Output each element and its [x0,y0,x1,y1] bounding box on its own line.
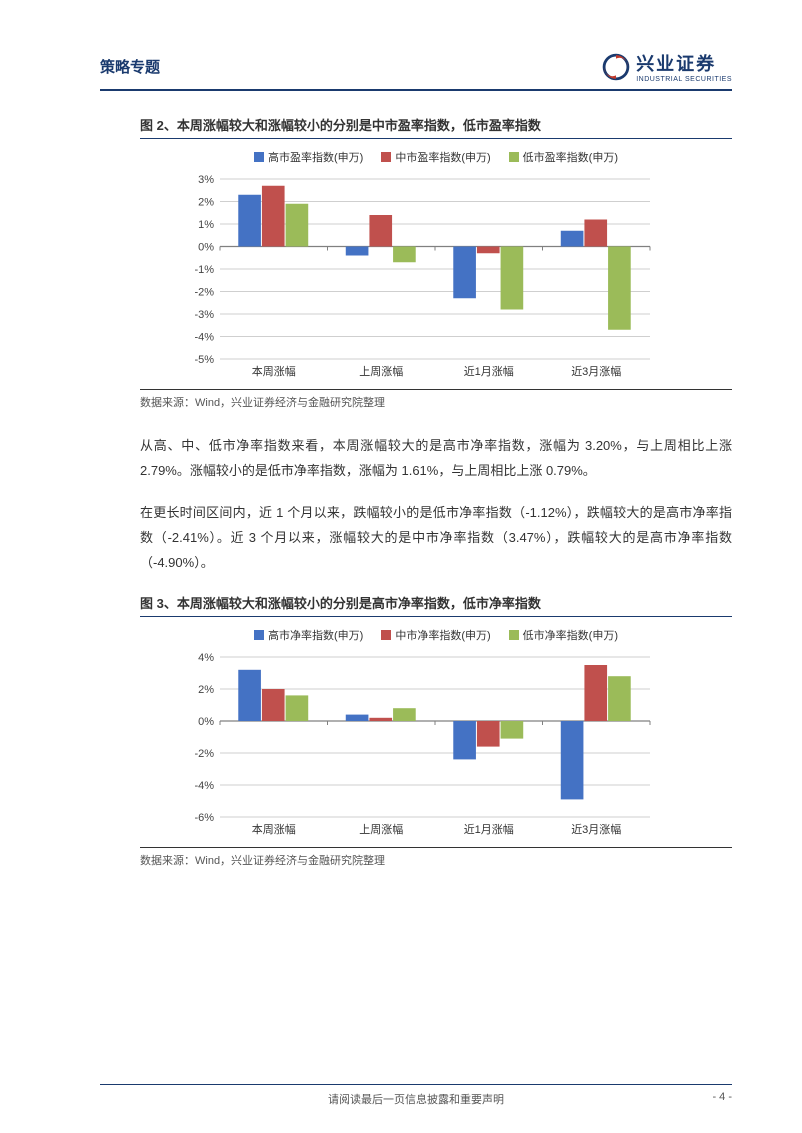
svg-text:近1月涨幅: 近1月涨幅 [464,365,514,378]
svg-text:-2%: -2% [194,287,214,299]
legend-label: 高市盈率指数(申万) [268,149,363,165]
chart-legend: 高市盈率指数(申万) 中市盈率指数(申万) 低市盈率指数(申万) [180,149,692,165]
svg-text:-1%: -1% [194,264,214,276]
svg-text:0%: 0% [198,716,214,728]
svg-text:1%: 1% [198,219,214,231]
chart-svg: -6% -4% -2% 0% 2% 4% 本周涨幅 上周涨幅 近1月涨幅 近3月涨幅 [180,651,660,841]
svg-text:-4%: -4% [194,780,214,792]
legend-item: 高市盈率指数(申万) [254,149,363,165]
chart-legend: 高市净率指数(申万) 中市净率指数(申万) 低市净率指数(申万) [246,627,626,643]
figure3-title: 图 3、本周涨幅较大和涨幅较小的分别是高市净率指数，低市净率指数 [140,593,732,617]
brand-logo-icon [602,53,630,81]
svg-text:0%: 0% [198,242,214,254]
svg-text:-2%: -2% [194,748,214,760]
legend-item: 高市净率指数(申万) [254,627,363,643]
footer-disclaimer: 请阅读最后一页信息披露和重要声明 [328,1091,504,1107]
brand-block: 兴业证券 INDUSTRIAL SECURITIES [602,50,732,83]
svg-text:近3月涨幅: 近3月涨幅 [571,823,621,836]
section-label: 策略专题 [100,56,160,77]
svg-text:近3月涨幅: 近3月涨幅 [571,365,621,378]
svg-text:本周涨幅: 本周涨幅 [252,822,296,836]
legend-item: 中市净率指数(申万) [381,627,490,643]
svg-text:本周涨幅: 本周涨幅 [252,364,296,378]
figure3-source: 数据来源：Wind，兴业证券经济与金融研究院整理 [140,847,732,868]
legend-item: 低市净率指数(申万) [509,627,618,643]
svg-text:-3%: -3% [194,309,214,321]
legend-swatch [381,630,391,640]
svg-text:2%: 2% [198,197,214,209]
legend-item: 中市盈率指数(申万) [381,149,490,165]
body-paragraph-1: 从高、中、低市净率指数来看，本周涨幅较大的是高市净率指数，涨幅为 3.20%，与… [140,434,732,483]
footer-page-number: - 4 - [712,1091,732,1103]
legend-swatch [509,630,519,640]
svg-text:-6%: -6% [194,812,214,824]
legend-swatch [509,152,519,162]
brand-name-cn: 兴业证券 [636,50,716,76]
svg-text:2%: 2% [198,684,214,696]
body-paragraph-2: 在更长时间区间内，近 1 个月以来，跌幅较小的是低市净率指数（-1.12%），跌… [140,501,732,575]
figure3-chart: 高市净率指数(申万) 中市净率指数(申万) 低市净率指数(申万) -6% -4% -2% 0… [180,627,692,841]
svg-text:-4%: -4% [194,332,214,344]
page-footer: 请阅读最后一页信息披露和重要声明 - 4 - [100,1084,732,1103]
legend-label: 高市净率指数(申万) [268,627,363,643]
svg-text:4%: 4% [198,652,214,664]
figure2-chart: 高市盈率指数(申万)中市盈率指数(申万)低市盈率指数(申万)-5%-4%-3%-… [180,149,692,383]
figure2-source: 数据来源：Wind，兴业证券经济与金融研究院整理 [140,389,732,410]
legend-swatch [254,152,264,162]
legend-item: 低市盈率指数(申万) [509,149,618,165]
legend-label: 低市盈率指数(申万) [523,149,618,165]
legend-label: 中市盈率指数(申万) [395,149,490,165]
chart-svg: -5% -4% -3% -2% -1% 0% 1% 2% 3% 本周涨幅 上周涨幅 近1月涨幅 近3月涨… [180,173,660,383]
brand-name-en: INDUSTRIAL SECURITIES [636,76,732,83]
page-header: 策略专题 兴业证券 INDUSTRIAL SECURITIES [100,50,732,91]
legend-swatch [254,630,264,640]
figure2-title: 图 2、本周涨幅较大和涨幅较小的分别是中市盈率指数，低市盈率指数 [140,115,732,139]
svg-text:-5%: -5% [194,354,214,366]
legend-label: 低市净率指数(申万) [523,627,618,643]
svg-text:上周涨幅: 上周涨幅 [359,365,403,378]
svg-text:上周涨幅: 上周涨幅 [359,823,403,836]
svg-text:3%: 3% [198,174,214,186]
legend-label: 中市净率指数(申万) [395,627,490,643]
svg-text:近1月涨幅: 近1月涨幅 [464,823,514,836]
legend-swatch [381,152,391,162]
